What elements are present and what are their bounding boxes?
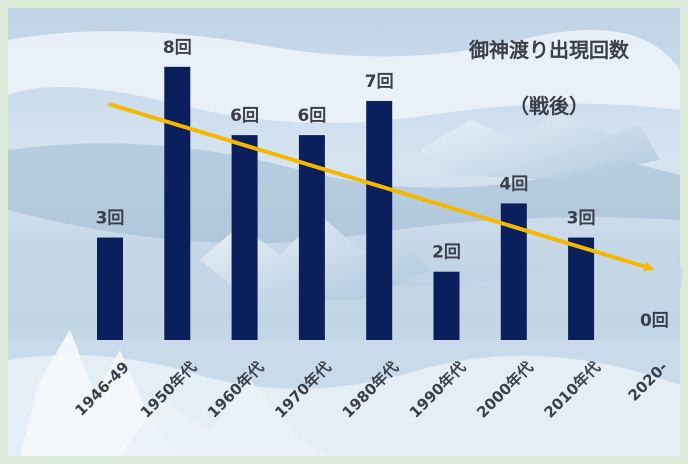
bar-5 [433,271,460,340]
trend-arrow [108,102,655,272]
bar-4 [366,100,393,340]
value-label-5: 2回 [432,243,461,263]
chart-title: 御神渡り出現回数 [468,38,630,62]
value-label-4: 7回 [365,72,394,92]
bar-1 [164,66,191,340]
value-label-1: 8回 [163,38,192,58]
value-label-8: 0回 [640,311,669,331]
bar-2 [231,135,258,340]
value-labels-group: 3回 8回 6回 6回 7回 2回 4回 3回 0回 [96,38,669,331]
bar-0 [97,237,123,340]
value-label-7: 3回 [567,209,596,229]
chart-subtitle: （戦後） [509,94,589,118]
value-label-0: 3回 [96,209,125,229]
value-label-2: 6回 [230,106,259,126]
bar-7 [568,237,595,340]
value-label-3: 6回 [297,106,326,126]
value-label-6: 4回 [499,174,528,194]
